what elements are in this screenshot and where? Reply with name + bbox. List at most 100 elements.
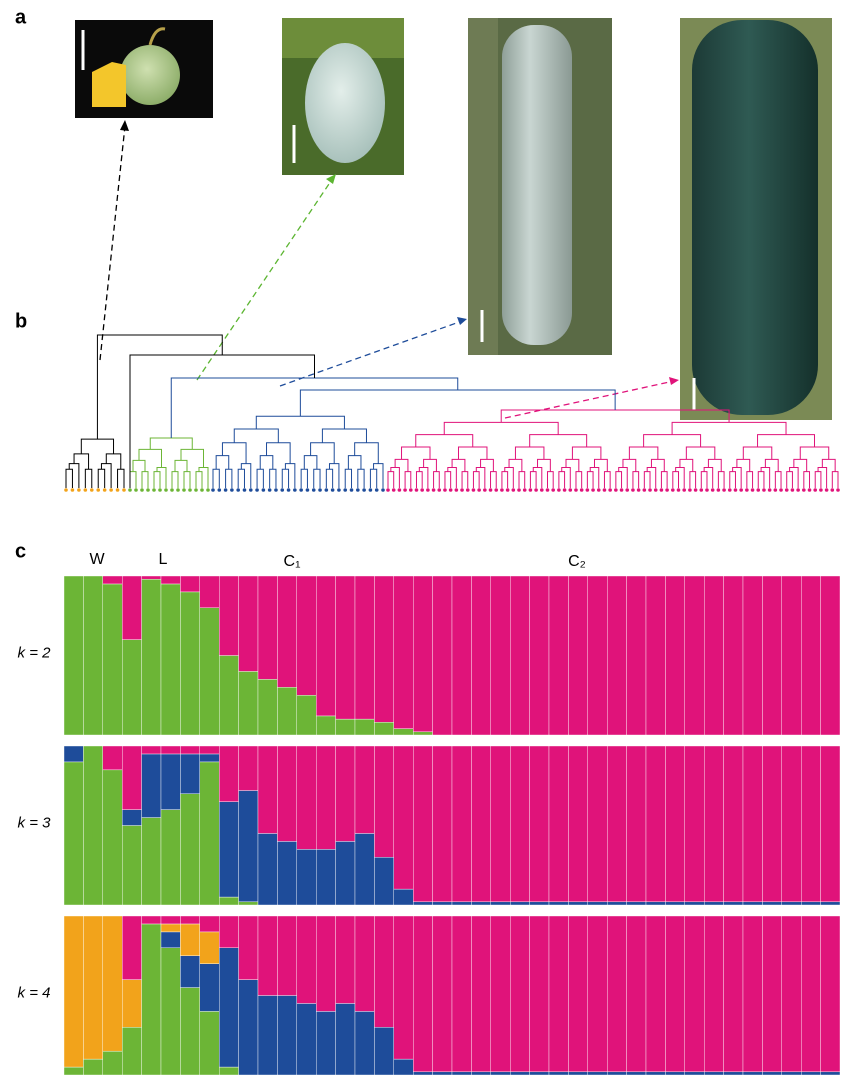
ancestry-segment — [510, 746, 529, 902]
ancestry-segment — [336, 841, 355, 905]
leaf — [77, 488, 81, 492]
ancestry-segment — [258, 576, 277, 679]
leaf — [466, 488, 470, 492]
branch — [765, 459, 778, 471]
ancestry-segment — [258, 996, 277, 1076]
leaf — [409, 488, 413, 492]
ancestry-segment — [782, 576, 801, 735]
ancestry-segment — [646, 746, 665, 902]
branch — [416, 472, 422, 488]
leaf — [369, 488, 373, 492]
ancestry-segment — [530, 746, 549, 902]
branch — [374, 464, 383, 488]
branch — [213, 469, 219, 488]
ancestry-segment — [743, 1072, 762, 1075]
ancestry-segment — [161, 576, 180, 584]
leaf — [194, 488, 198, 492]
ancestry-segment — [433, 902, 452, 905]
ancestry-segment — [762, 902, 781, 905]
branch — [530, 472, 536, 488]
branch — [267, 443, 291, 464]
leaf — [403, 488, 407, 492]
leaf — [699, 488, 703, 492]
ancestry-segment — [549, 576, 568, 735]
leaf — [517, 488, 521, 492]
ancestry-segment — [258, 679, 277, 735]
ancestry-segment — [355, 916, 374, 1011]
leaf — [574, 488, 578, 492]
group-label: C₁ — [284, 553, 301, 570]
leaf — [762, 488, 766, 492]
leaf — [568, 488, 572, 492]
leaf — [745, 488, 749, 492]
leaf — [460, 488, 464, 492]
ancestry-segment — [219, 656, 238, 736]
branch — [69, 464, 79, 488]
branch — [142, 472, 148, 488]
branch — [815, 472, 821, 488]
ancestry-segment — [801, 916, 820, 1072]
ancestry-segment — [200, 762, 219, 905]
panel-label: a — [15, 6, 27, 28]
ancestry-segment — [607, 916, 626, 1072]
leaf — [211, 488, 215, 492]
group-label: L — [159, 551, 168, 568]
ancestry-segment — [64, 916, 83, 1067]
branch — [157, 467, 166, 488]
ancestry-segment — [122, 1027, 141, 1075]
ancestry-segment — [161, 754, 180, 810]
ancestry-segment — [549, 1072, 568, 1075]
ancestry-segment — [161, 810, 180, 905]
ancestry-segment — [530, 1072, 549, 1075]
leaf — [306, 488, 310, 492]
leaf — [262, 488, 266, 492]
branch — [644, 435, 701, 447]
ancestry-segment — [200, 754, 219, 762]
leaf — [836, 488, 840, 492]
ancestry-segment — [394, 729, 413, 735]
ancestry-segment — [724, 902, 743, 905]
ancestry-segment — [452, 902, 471, 905]
ancestry-segment — [762, 746, 781, 902]
ancestry-segment — [801, 902, 820, 905]
leaf — [109, 488, 113, 492]
ancestry-segment — [142, 916, 161, 924]
leaf — [620, 488, 624, 492]
leaf — [255, 488, 259, 492]
leaf — [325, 488, 329, 492]
ancestry-segment — [491, 916, 510, 1072]
photo-c1 — [468, 18, 612, 355]
ancestry-segment — [161, 584, 180, 735]
ancestry-segment — [316, 1011, 335, 1075]
panel-label: b — [15, 310, 27, 332]
leaf — [768, 488, 772, 492]
leaf — [489, 488, 493, 492]
ancestry-segment — [142, 754, 161, 818]
ancestry-segment — [627, 916, 646, 1072]
branch — [434, 472, 440, 488]
branch — [758, 472, 764, 488]
ancestry-segment — [219, 1067, 238, 1075]
leaf — [449, 488, 453, 492]
ancestry-segment — [607, 576, 626, 735]
ancestry-segment — [801, 746, 820, 902]
leaf — [813, 488, 817, 492]
leaf — [728, 488, 732, 492]
ancestry-segment — [743, 576, 762, 735]
leaf — [779, 488, 783, 492]
ancestry-segment — [200, 746, 219, 754]
ancestry-segment — [200, 932, 219, 964]
leaf — [217, 488, 221, 492]
branch — [704, 467, 713, 488]
branch — [241, 464, 250, 488]
ancestry-segment — [491, 1072, 510, 1075]
branch — [743, 447, 771, 459]
ancestry-segment — [277, 687, 296, 735]
ancestry-segment — [627, 576, 646, 735]
branch — [690, 472, 696, 488]
branch — [304, 456, 317, 470]
ancestry-segment — [568, 1072, 587, 1075]
ancestry-segment — [762, 1072, 781, 1075]
ancestry-segment — [588, 916, 607, 1072]
ancestry-segment — [64, 746, 83, 762]
